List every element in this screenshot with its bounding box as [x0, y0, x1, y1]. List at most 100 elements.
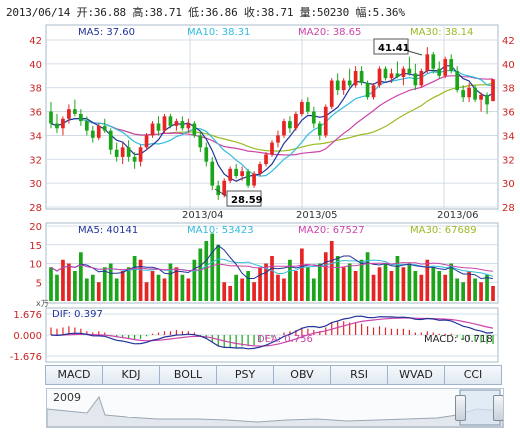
candle-body	[401, 68, 406, 77]
volume-bar	[120, 271, 125, 301]
volume-bar	[395, 256, 400, 301]
volume-bar	[377, 267, 382, 301]
dif-legend: DIF: 0.397	[52, 309, 103, 320]
tab-kdj[interactable]: KDJ	[102, 365, 160, 385]
price-axis-right: 42 40 38 36 34 32 30 28	[502, 36, 515, 214]
volume-tick: 10	[29, 260, 42, 271]
tab-psy[interactable]: PSY	[216, 365, 274, 385]
volume-bar	[240, 278, 244, 301]
candle-body	[79, 113, 83, 122]
volume-bar	[383, 263, 388, 301]
price-tick-left: 36	[29, 108, 42, 119]
price-tick-left: 38	[29, 84, 42, 95]
volume-bar	[252, 282, 256, 301]
macd-axis: 1.676 0.000 -1.676	[10, 310, 42, 363]
candle-body	[156, 123, 161, 131]
volume-bar	[234, 274, 239, 301]
volume-bar	[311, 278, 316, 301]
volume-bar	[96, 282, 101, 301]
price-tick-right: 38	[502, 84, 515, 95]
navigator-left-handle[interactable]	[455, 395, 466, 421]
candle-body	[347, 80, 352, 86]
tab-rsi[interactable]: RSI	[330, 365, 388, 385]
candle-body	[270, 142, 274, 155]
price-tick-right: 30	[502, 179, 515, 190]
volume-bar	[222, 282, 227, 301]
navigator-right-handle[interactable]	[493, 395, 503, 421]
candle-body	[222, 180, 227, 196]
volume-bar	[389, 271, 394, 301]
volume-bar	[282, 278, 286, 301]
tab-obv[interactable]: OBV	[273, 365, 331, 385]
volume-bar	[210, 233, 215, 301]
volume-tick: 15	[29, 241, 42, 252]
candle-body	[120, 147, 125, 157]
macd-legend: MACD: -0.718	[424, 334, 493, 345]
volume-bar	[73, 271, 77, 301]
x-tick-2013-04: 2013/04	[182, 210, 224, 221]
low-callout-leader	[214, 188, 229, 198]
x-tick-2013-05: 2013/05	[296, 210, 338, 221]
candle-body	[359, 71, 364, 83]
candle-body	[449, 59, 454, 72]
ma5-line	[50, 65, 494, 182]
price-panel-frame	[45, 24, 499, 210]
volume-unit-label: x万	[36, 299, 49, 308]
tab-wvad[interactable]: WVAD	[387, 365, 445, 385]
range-navigator[interactable]: 2009	[46, 388, 504, 428]
price-tick-right: 28	[502, 203, 515, 214]
candle-body	[276, 135, 280, 143]
volume-bar	[138, 259, 143, 301]
ma20-legend: MA20: 38.65	[298, 27, 361, 38]
volume-bar	[449, 263, 454, 301]
candle-body	[228, 168, 233, 181]
tab-cci[interactable]: CCI	[444, 365, 502, 385]
volume-bar	[401, 267, 406, 301]
volume-bar	[79, 252, 83, 301]
price-grid	[46, 26, 498, 208]
volume-bar	[323, 252, 328, 301]
candle-body	[258, 164, 262, 174]
candle-body	[126, 147, 131, 157]
volume-bar	[288, 259, 292, 301]
candle-body	[437, 68, 442, 76]
ma10-line	[50, 69, 494, 177]
vol-ma20-line	[50, 262, 494, 272]
tab-macd[interactable]: MACD	[45, 365, 103, 385]
macd-tick: -1.676	[10, 352, 42, 363]
tab-boll[interactable]: BOLL	[159, 365, 217, 385]
volume-bar	[461, 282, 465, 301]
vol-ma30-legend: MA30: 67689	[410, 225, 477, 236]
volume-bar	[359, 259, 364, 301]
volume-tick: 20	[29, 222, 42, 233]
candle-body	[407, 68, 412, 74]
volume-bar	[425, 259, 430, 301]
candle-body	[455, 71, 460, 91]
volume-bar	[216, 244, 221, 301]
volume-bar	[413, 271, 418, 301]
volume-bar	[479, 282, 483, 301]
x-tick-2013-06: 2013/06	[437, 210, 479, 221]
candle-body	[491, 79, 495, 102]
high-callout-box	[373, 38, 409, 55]
volume-bar	[192, 259, 197, 301]
volume-bar	[353, 271, 358, 301]
price-tick-right: 32	[502, 155, 515, 166]
vol-ma5-legend: MA5: 40141	[78, 225, 138, 236]
volume-bar	[156, 274, 161, 301]
candle-body	[150, 123, 155, 136]
candle-body	[162, 116, 167, 131]
volume-bar	[90, 274, 95, 301]
high-callout: 41.41	[378, 43, 410, 54]
candle-body	[413, 73, 418, 86]
volume-bar	[114, 278, 119, 301]
candle-body	[335, 80, 340, 91]
candle-body	[311, 111, 316, 124]
volume-bar	[431, 267, 436, 301]
volume-bar	[300, 248, 304, 301]
volume-bar	[258, 267, 262, 301]
price-tick-left: 34	[29, 131, 42, 142]
volume-axis: 20 15 10 5	[29, 222, 42, 289]
candle-body	[108, 130, 113, 150]
